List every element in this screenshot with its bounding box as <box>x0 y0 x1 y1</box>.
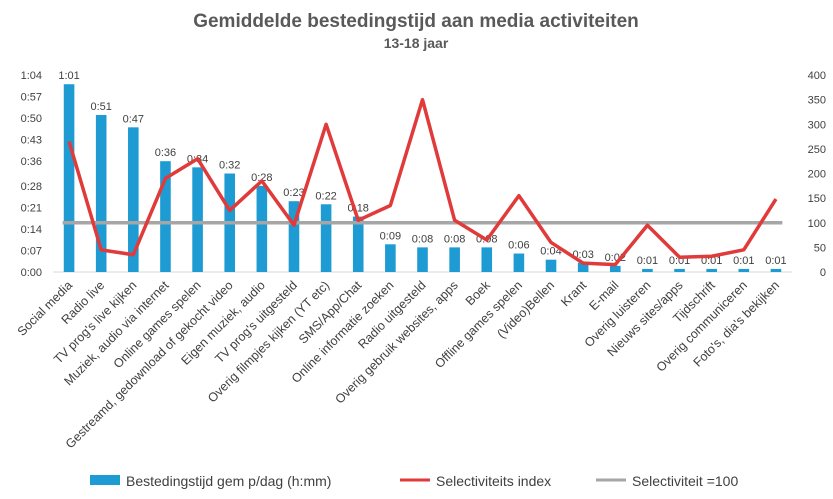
bar <box>770 268 782 272</box>
bar-data-label: 0:23 <box>283 187 304 199</box>
legend-swatch-bars <box>90 475 120 485</box>
line-series <box>62 97 783 267</box>
bar <box>63 84 75 272</box>
y-left-tick-label: 0:36 <box>21 156 42 168</box>
y-right-tick-label: 300 <box>808 119 826 131</box>
bar <box>609 265 621 272</box>
y-left-tick-label: 0:50 <box>21 113 42 125</box>
y-right-tick-label: 350 <box>808 95 826 107</box>
bar <box>706 268 717 272</box>
bar <box>320 204 332 272</box>
y-left-tick-label: 0:00 <box>21 267 42 279</box>
bar-data-label: 0:01 <box>637 255 658 267</box>
bar-data-label: 0:08 <box>444 233 465 245</box>
y-right-tick-label: 50 <box>814 242 826 254</box>
bar-data-label: 0:04 <box>540 246 561 258</box>
bar <box>160 161 171 272</box>
bar <box>128 127 139 272</box>
bar <box>545 259 557 272</box>
bar-data-label: 0:09 <box>380 230 401 242</box>
bar-data-label: 0:18 <box>348 203 369 215</box>
x-category-label: (Video)Bellen <box>494 278 557 341</box>
bar <box>385 244 396 272</box>
y-left-tick-label: 0:07 <box>21 245 42 257</box>
bar-data-label: 0:02 <box>605 252 626 264</box>
bar <box>95 115 107 272</box>
y-left-tick-label: 1:04 <box>21 70 42 82</box>
bar-series <box>63 84 782 272</box>
bar <box>738 268 750 272</box>
legend-label-selectivity-100: Selectiviteit =100 <box>632 473 738 489</box>
legend-label-selectivity-index: Selectiviteits index <box>436 473 551 489</box>
bar-data-label: 0:36 <box>155 147 176 159</box>
bar <box>674 268 685 272</box>
chart-title: Gemiddelde bestedingstijd aan media acti… <box>193 11 639 32</box>
y-right-tick-label: 100 <box>808 218 826 230</box>
bar-data-label: 0:22 <box>315 190 336 202</box>
bar <box>513 253 525 272</box>
y-left-tick-label: 0:43 <box>21 135 42 147</box>
bar-data-label: 0:32 <box>219 160 240 172</box>
y-axis-left: 0:00 0:07 0:14 0:21 0:28 0:36 0:43 0:50 0:57 1:04 <box>21 70 42 279</box>
y-right-tick-label: 0 <box>820 267 826 279</box>
bar <box>192 167 203 272</box>
x-category-label: Krant <box>558 278 589 309</box>
chart-subtitle: 13-18 jaar <box>384 35 449 51</box>
bar-data-labels: 1:010:510:470:360:340:320:280:23 0:220:18… <box>58 70 786 267</box>
legend: Bestedingstijd gem p/dag (h:mm) Selectiv… <box>90 473 738 489</box>
bar <box>352 216 364 272</box>
bar-data-label: 0:01 <box>733 255 754 267</box>
bar-data-label: 0:01 <box>765 255 786 267</box>
bar-data-label: 0:47 <box>123 113 144 125</box>
bar-data-label: 0:28 <box>251 172 272 184</box>
y-right-tick-label: 250 <box>808 144 826 156</box>
y-left-tick-label: 0:14 <box>21 224 42 236</box>
bar-data-label: 1:01 <box>58 70 79 82</box>
y-axis-right: 0 50 100 150 200 250 300 350 400 <box>808 70 826 279</box>
bar <box>481 247 493 272</box>
bar <box>288 201 300 272</box>
y-right-tick-label: 200 <box>808 169 826 181</box>
bar-data-label: 0:08 <box>412 233 433 245</box>
bar <box>256 185 268 272</box>
bar-data-label: 0:06 <box>508 240 529 252</box>
bar <box>449 247 460 272</box>
y-left-tick-label: 0:28 <box>21 181 42 193</box>
y-left-tick-label: 0:57 <box>21 92 42 104</box>
selectivity-index-line <box>67 97 778 267</box>
bar <box>577 262 589 272</box>
y-right-tick-label: 150 <box>808 193 826 205</box>
bar <box>642 268 653 272</box>
legend-label-bars: Bestedingstijd gem p/dag (h:mm) <box>126 473 331 489</box>
bar <box>417 247 428 272</box>
y-right-tick-label: 400 <box>808 70 826 82</box>
y-left-tick-label: 0:21 <box>21 202 42 214</box>
bar-data-label: 0:51 <box>90 101 111 113</box>
